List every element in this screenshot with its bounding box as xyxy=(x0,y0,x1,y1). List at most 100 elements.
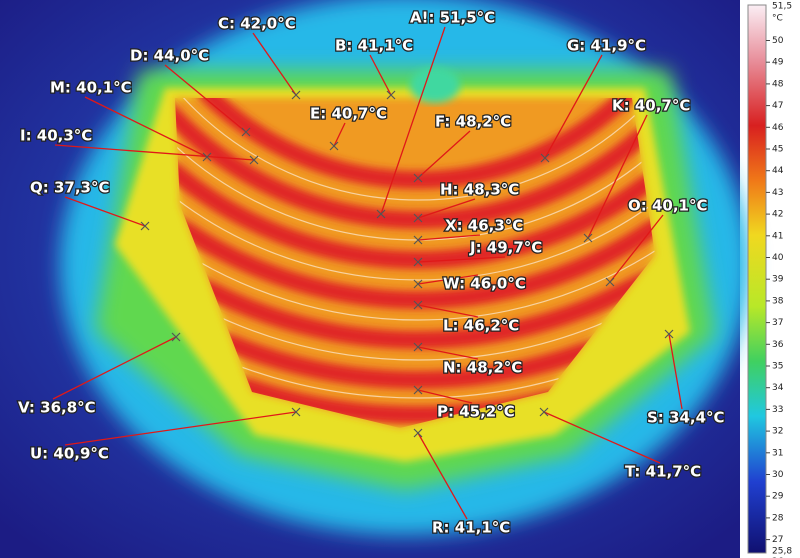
scale-tick-label: 32 xyxy=(772,427,783,437)
measure-label: S: 34,4°C xyxy=(647,409,725,427)
measure-point xyxy=(413,300,423,310)
measure-point xyxy=(291,90,301,100)
measure-point xyxy=(539,407,549,417)
pointer-arrow xyxy=(64,411,297,446)
pointer-arrow xyxy=(164,64,247,133)
pointer-arrow xyxy=(417,130,471,179)
measure-point xyxy=(413,257,423,267)
scale-tick-label: 46 xyxy=(772,123,784,133)
pointer-arrow xyxy=(64,196,146,227)
measure-label: I: 40,3°C xyxy=(20,127,92,145)
measure-label: V: 36,8°C xyxy=(18,399,96,417)
pointer-arrow xyxy=(609,214,664,283)
pointer-arrow xyxy=(417,432,468,520)
measure-point xyxy=(291,407,301,417)
scale-tick-label: 31 xyxy=(772,448,783,458)
measure-label: L: 46,2°C xyxy=(443,317,519,335)
measure-point xyxy=(413,279,423,289)
measure-point xyxy=(413,213,423,223)
measure-label: Q: 37,3°C xyxy=(30,179,110,197)
scale-max: 51,5 xyxy=(772,2,792,12)
measure-point xyxy=(376,209,386,219)
measure-label: N: 48,2°C xyxy=(443,359,522,377)
measure-point xyxy=(413,173,423,183)
scale-tick-label: 30 xyxy=(772,470,784,480)
scale-tick-label: 33 xyxy=(772,405,783,415)
measure-label: A!: 51,5°C xyxy=(410,9,495,27)
measure-point xyxy=(583,233,593,243)
pointer-arrow xyxy=(417,304,479,318)
measure-point xyxy=(249,155,259,165)
pointer-arrow xyxy=(543,411,661,464)
pointer-arrow xyxy=(544,54,603,159)
measure-point xyxy=(329,141,339,151)
measure-point xyxy=(413,428,423,438)
measure-label: H: 48,3°C xyxy=(440,181,519,199)
pointer-arrow xyxy=(668,333,683,410)
pointer-arrow xyxy=(84,96,208,158)
pointer-arrow xyxy=(52,336,177,400)
scale-tick-label: 50 xyxy=(772,36,784,46)
measure-point xyxy=(386,90,396,100)
color-scale: 51,5 °C 25,8 50 49 48 47 46 45 44 43 42 41 40 39 38 3… xyxy=(766,2,792,558)
measure-point xyxy=(171,332,181,342)
measure-label: G: 41,9°C xyxy=(567,37,646,55)
pointer-arrow xyxy=(380,26,446,215)
pointer-arrow xyxy=(417,389,473,404)
pointer-arrow xyxy=(252,32,297,96)
scale-tick-label: 45 xyxy=(772,145,783,155)
annotations: A!: 51,5°C B: 41,1°C C: 42,0°C D: 44,0°C E: … xyxy=(17,7,726,538)
pointer-arrow xyxy=(417,234,481,241)
pointer-arrow xyxy=(333,122,346,147)
measure-point xyxy=(664,329,674,339)
pointer-arrow xyxy=(417,346,479,360)
scale-tick-label: 41 xyxy=(772,231,783,241)
measure-point xyxy=(605,277,615,287)
scale-unit: °C xyxy=(772,14,783,24)
measure-label: E: 40,7°C xyxy=(310,105,387,123)
measure-label: T: 41,7°C xyxy=(625,463,701,481)
pointer-arrow xyxy=(417,274,479,285)
measure-label: K: 40,7°C xyxy=(612,97,690,115)
scale-tick-label: 29 xyxy=(772,492,784,502)
measure-label: X: 46,3°C xyxy=(445,217,523,235)
measure-point xyxy=(413,385,423,395)
scale-tick-label: 49 xyxy=(772,58,784,68)
scale-tick-label: 28 xyxy=(772,513,784,523)
scale-tick-label: 26 xyxy=(772,557,784,558)
scale-tick-label: 40 xyxy=(772,253,784,263)
measure-point xyxy=(413,235,423,245)
measure-label: P: 45,2°C xyxy=(437,403,515,421)
color-scale-bar xyxy=(747,4,767,554)
pointer-arrow xyxy=(587,114,648,239)
scale-tick-label: 35 xyxy=(772,362,783,372)
scale-tick-label: 42 xyxy=(772,210,783,220)
scale-tick-label: 34 xyxy=(772,383,784,393)
pointer-arrow xyxy=(417,198,476,219)
scale-tick-label: 37 xyxy=(772,318,783,328)
measure-point xyxy=(241,127,251,137)
scale-tick-label: 27 xyxy=(772,535,783,545)
scale-tick-label: 48 xyxy=(772,79,784,89)
pointer-arrow xyxy=(369,54,392,96)
scale-tick-label: 36 xyxy=(772,340,784,350)
measure-label: D: 44,0°C xyxy=(130,47,209,65)
measure-point xyxy=(413,342,423,352)
measure-point xyxy=(540,153,550,163)
scale-min: 25,8 xyxy=(772,547,792,557)
measure-label: W: 46,0°C xyxy=(443,275,526,293)
measure-label: O: 40,1°C xyxy=(628,197,708,215)
measure-label: U: 40,9°C xyxy=(30,445,109,463)
pointer-arrow xyxy=(54,144,255,161)
pointer-arrow xyxy=(417,256,506,263)
scale-tick-label: 38 xyxy=(772,296,784,306)
scale-tick-label: 39 xyxy=(772,275,784,285)
scale-tick-label: 43 xyxy=(772,188,783,198)
measure-point xyxy=(202,152,212,162)
measure-label: M: 40,1°C xyxy=(50,79,132,97)
scale-tick-label: 47 xyxy=(772,101,783,111)
measure-label: C: 42,0°C xyxy=(218,15,296,33)
measure-label: R: 41,1°C xyxy=(432,519,510,537)
